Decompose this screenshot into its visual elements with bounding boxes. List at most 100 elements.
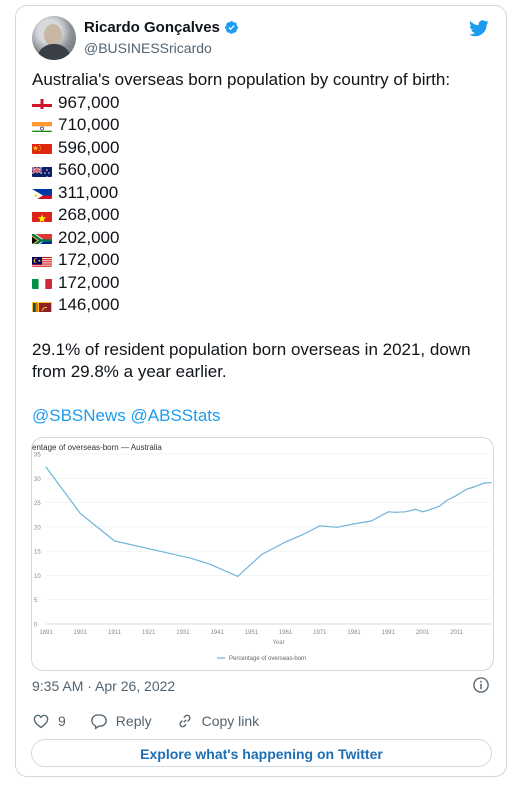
data-point	[428, 509, 430, 511]
x-tick-label: 1931	[176, 630, 190, 636]
data-point	[148, 548, 150, 550]
data-point	[490, 482, 492, 484]
flag-malaysia-icon	[32, 254, 52, 267]
country-value: 202,000	[58, 227, 120, 247]
flag-sri-lanka-icon	[32, 299, 52, 312]
data-point	[370, 520, 372, 522]
flag-new-zealand-icon	[32, 164, 52, 177]
y-tick-label: 30	[34, 477, 41, 483]
data-point	[113, 540, 116, 542]
x-axis-label: Year	[272, 640, 284, 646]
data-point	[483, 482, 485, 484]
x-tick-label: 1981	[347, 630, 361, 636]
tweet-actions: 9 Reply Copy link	[32, 712, 283, 730]
country-row: 146,000	[32, 294, 492, 317]
line-chart: entage of overseas-born — Australia 0 5 10 1…	[32, 443, 492, 662]
x-tick-label: 1971	[313, 630, 327, 636]
country-row: 560,000	[32, 159, 492, 182]
y-tick-label: 25	[34, 501, 41, 507]
verified-badge-icon	[224, 21, 238, 34]
link-icon	[179, 714, 191, 728]
country-value: 967,000	[58, 92, 120, 112]
country-value: 172,000	[58, 250, 120, 269]
data-point	[302, 534, 304, 536]
country-value: 560,000	[58, 160, 120, 179]
data-point	[394, 511, 396, 513]
data-point	[45, 466, 47, 468]
data-point	[445, 500, 448, 502]
data-point	[261, 553, 263, 556]
country-value: 710,000	[58, 115, 120, 134]
x-tick-label: 1901	[74, 630, 88, 636]
data-point	[473, 486, 475, 488]
flag-philippines-icon	[32, 186, 52, 200]
data-point	[189, 557, 191, 559]
flag-england-icon	[32, 96, 52, 110]
copy-link-button[interactable]: Copy link	[176, 712, 260, 730]
data-point	[415, 508, 417, 510]
like-count: 9	[58, 713, 66, 729]
chart-title: entage of overseas-born — Australia	[32, 443, 162, 452]
x-tick-label: 1941	[210, 630, 224, 636]
data-point	[79, 512, 81, 514]
flag-vietnam-icon	[32, 209, 52, 222]
series-line-overseas-born	[45, 466, 492, 578]
data-point	[336, 526, 338, 528]
data-point	[319, 525, 321, 527]
twitter-bird-icon[interactable]	[468, 18, 490, 38]
tweet-mentions[interactable]: @SBSNews @ABSStats	[32, 405, 221, 425]
heart-icon	[33, 714, 49, 729]
data-point	[285, 541, 287, 543]
y-tick-label: 0	[34, 623, 38, 629]
info-icon[interactable]	[472, 676, 490, 694]
chart-image[interactable]: entage of overseas-born — Australia 0 5 10 1…	[31, 437, 494, 671]
x-tick-label: 2001	[416, 630, 430, 636]
explore-twitter-button[interactable]: Explore what's happening on Twitter	[31, 739, 492, 767]
country-value: 596,000	[58, 137, 120, 157]
x-tick-label: 2011	[450, 630, 464, 636]
country-value: 268,000	[58, 205, 120, 224]
x-tick-label: 1911	[108, 630, 122, 636]
x-tick-label: 1921	[142, 630, 156, 636]
author-name[interactable]: Ricardo Gonçalves	[84, 19, 220, 36]
tweet-timestamp[interactable]: 9:35 AM · Apr 26, 2022	[32, 678, 176, 694]
country-row: 311,000	[32, 182, 492, 205]
avatar[interactable]	[32, 16, 76, 60]
country-row: 967,000	[32, 92, 492, 115]
reply-label: Reply	[115, 713, 152, 729]
data-point	[237, 575, 239, 577]
data-point	[209, 563, 211, 565]
flag-south-africa-icon	[32, 231, 52, 245]
copy-link-label: Copy link	[201, 713, 260, 729]
tweet-paragraph: 29.1% of resident population born overse…	[32, 339, 471, 381]
like-button[interactable]: 9	[32, 712, 66, 730]
data-point	[466, 488, 468, 490]
country-value: 146,000	[58, 295, 120, 314]
country-row: 710,000	[32, 114, 492, 137]
flag-india-icon	[32, 119, 52, 132]
reply-button[interactable]: Reply	[90, 712, 152, 730]
tweet-intro: Australia's overseas born population by …	[32, 70, 451, 89]
x-tick-label: 1991	[382, 630, 396, 636]
y-tick-label: 20	[34, 525, 41, 531]
data-point	[456, 494, 458, 496]
data-point	[404, 511, 407, 513]
country-row: 596,000	[32, 137, 492, 160]
flag-italy-icon	[32, 276, 52, 290]
x-tick-label: 1951	[245, 630, 259, 636]
data-point	[421, 511, 424, 513]
y-tick-label: 35	[34, 453, 41, 459]
flag-china-icon	[32, 141, 52, 155]
x-tick-label: 1961	[279, 630, 293, 636]
tweet-card: Ricardo Gonçalves @BUSINESSricardo Austr…	[15, 5, 507, 777]
y-tick-label: 15	[34, 550, 41, 556]
country-value: 311,000	[58, 182, 119, 202]
tweet-text: Australia's overseas born population by …	[32, 69, 492, 427]
data-point	[353, 523, 355, 525]
country-value: 172,000	[58, 272, 120, 292]
country-row: 202,000	[32, 227, 492, 250]
author-handle[interactable]: @BUSINESSricardo	[84, 40, 212, 56]
legend-label: Percentage of overseas-born	[229, 656, 306, 662]
data-point	[439, 505, 441, 507]
author-name-row[interactable]: Ricardo Gonçalves	[84, 19, 239, 36]
